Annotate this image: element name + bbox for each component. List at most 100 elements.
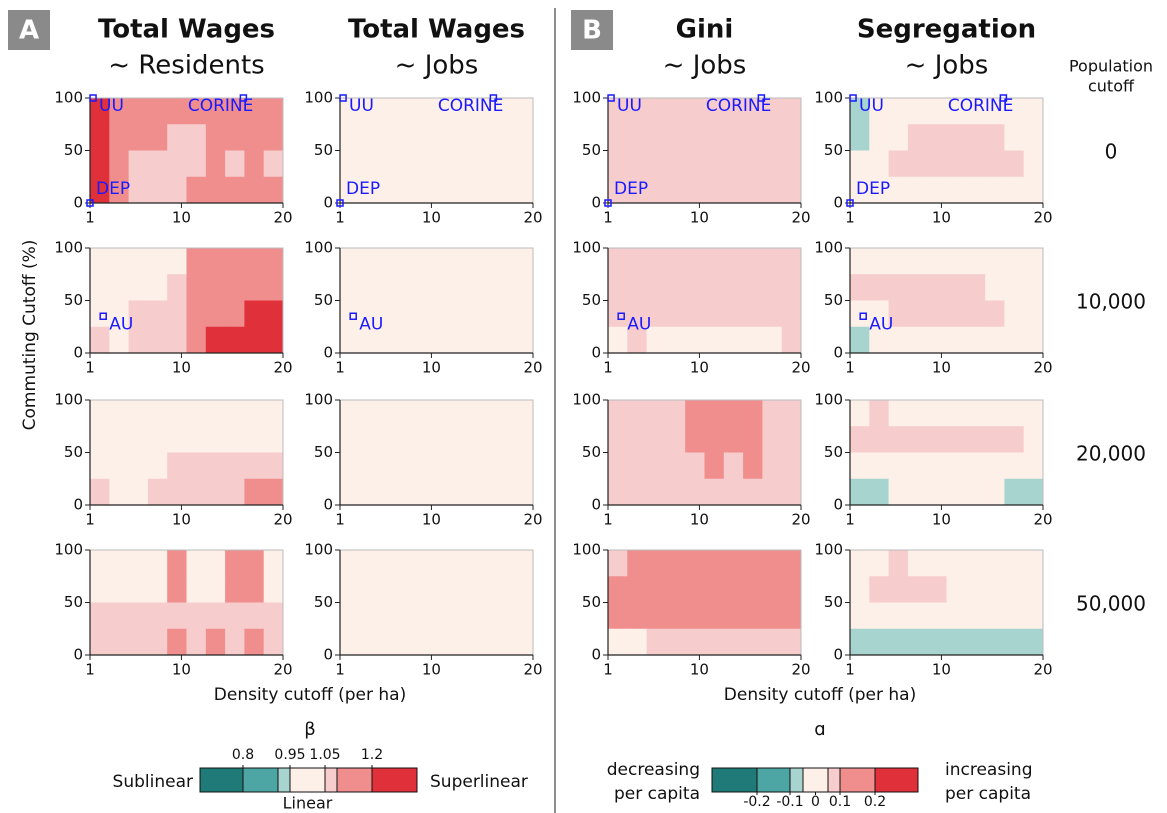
y-tick-label: 0: [833, 344, 843, 362]
column-title: Total Wages: [98, 15, 275, 45]
heatmap-cell: [888, 452, 909, 480]
heatmap-cell: [109, 124, 130, 151]
heatmap-cell: [888, 176, 909, 204]
heatmap-cell: [627, 576, 648, 603]
heatmap-cell: [167, 248, 187, 275]
y-tick-label: 50: [64, 141, 83, 159]
column-title: Gini: [676, 15, 734, 45]
heatmap-cell: [244, 326, 265, 354]
y-tick-label: 100: [572, 239, 601, 257]
heatmap-cell: [128, 426, 149, 453]
y-tick-label: 50: [314, 141, 333, 159]
heatmap-cell: [109, 602, 130, 630]
panel-letter: A: [19, 16, 39, 46]
heatmap-cell: [704, 124, 725, 151]
annotation-label: DEP: [346, 179, 380, 199]
heatmap-cell: [927, 98, 947, 125]
heatmap-cell: [455, 124, 476, 151]
heatmap-cell: [888, 400, 909, 427]
heatmap-cell: [685, 426, 705, 453]
heatmap-cell: [704, 400, 725, 427]
heatmap-cell: [946, 452, 967, 480]
heatmap-cell: [946, 326, 967, 354]
heatmap-cell: [397, 98, 418, 125]
heatmap-cell: [869, 248, 890, 275]
heatmap-cell: [109, 628, 130, 656]
heatmap-cell: [627, 452, 648, 480]
colorbar-tick-label: 0: [811, 794, 820, 810]
heatmap-cell: [494, 150, 515, 178]
x-axis-label: Density cutoff (per ha): [724, 685, 916, 705]
heatmap-cell: [455, 150, 476, 178]
heatmap-cell: [685, 550, 705, 577]
y-tick-label: 100: [304, 541, 333, 559]
heatmap-cell: [869, 628, 890, 656]
heatmap-cell: [436, 400, 457, 427]
annotation-marker: [86, 199, 94, 207]
heatmap-cell: [147, 478, 168, 506]
heatmap-cell: [665, 274, 686, 301]
heatmap-cell: [781, 550, 802, 577]
heatmap-cell: [927, 248, 947, 275]
heatmap-cell: [685, 326, 705, 354]
heatmap-cell: [455, 274, 476, 301]
heatmap-cell: [186, 602, 207, 630]
heatmap-cell: [167, 98, 187, 125]
colorbar-segment: [789, 767, 804, 793]
y-tick-label: 50: [824, 291, 843, 309]
heatmap-cell: [946, 150, 967, 178]
colorbar-segment: [711, 767, 758, 793]
x-tick-label: 1: [603, 209, 613, 227]
heatmap-cell: [90, 326, 110, 354]
heatmap-cell: [167, 124, 187, 151]
x-tick-label: 20: [523, 209, 542, 227]
heatmap-cell: [608, 248, 628, 275]
heatmap-cell: [665, 426, 686, 453]
annotation-label: DEP: [96, 179, 130, 199]
y-tick-label: 100: [814, 541, 843, 559]
x-tick-label: 10: [422, 661, 441, 679]
annotation-label: AU: [109, 314, 133, 334]
heatmap-cell: [888, 478, 909, 506]
heatmap-cell: [646, 602, 667, 630]
heatmap-cell: [128, 300, 149, 328]
heatmap-cell: [244, 478, 265, 506]
heatmap-cell: [781, 150, 802, 178]
heatmap-cell: [685, 478, 705, 506]
heatmap-cell: [263, 300, 284, 328]
heatmap-cell: [340, 628, 360, 656]
heatmap-cell: [167, 602, 187, 630]
heatmap-cell: [1023, 576, 1044, 603]
heatmap-cell: [494, 274, 515, 301]
y-tick-label: 0: [591, 496, 601, 514]
heatmap-cell: [147, 452, 168, 480]
heatmap-cell: [743, 602, 763, 630]
heatmap-cell: [743, 176, 763, 204]
column-subtitle: ~ Residents: [108, 51, 264, 81]
x-tick-label: 10: [932, 209, 951, 227]
colorbar-segment: [827, 767, 841, 793]
heatmap-cell: [646, 176, 667, 204]
heatmap-cell: [436, 300, 457, 328]
heatmap-cell: [608, 150, 628, 178]
heatmap-cell: [513, 98, 534, 125]
heatmap-cell: [186, 176, 207, 204]
colorbar-segment: [324, 767, 338, 793]
heatmap-cell: [225, 300, 245, 328]
heatmap-cell: [946, 248, 967, 275]
heatmap-cell: [186, 550, 207, 577]
x-tick-label: 10: [690, 661, 709, 679]
heatmap-cell: [646, 478, 667, 506]
heatmap-cell: [128, 452, 149, 480]
heatmap-cell: [946, 124, 967, 151]
heatmap-cell: [340, 550, 360, 577]
colorbar-right-label: Superlinear: [430, 772, 528, 792]
heatmap-cell: [1004, 248, 1025, 275]
heatmap-cell: [90, 124, 110, 151]
heatmap-cell: [359, 576, 380, 603]
heatmap-cell: [685, 150, 705, 178]
heatmap-cell: [946, 576, 967, 603]
heatmap-cell: [513, 248, 534, 275]
heatmap-cell: [128, 628, 149, 656]
y-tick-label: 100: [54, 89, 83, 107]
